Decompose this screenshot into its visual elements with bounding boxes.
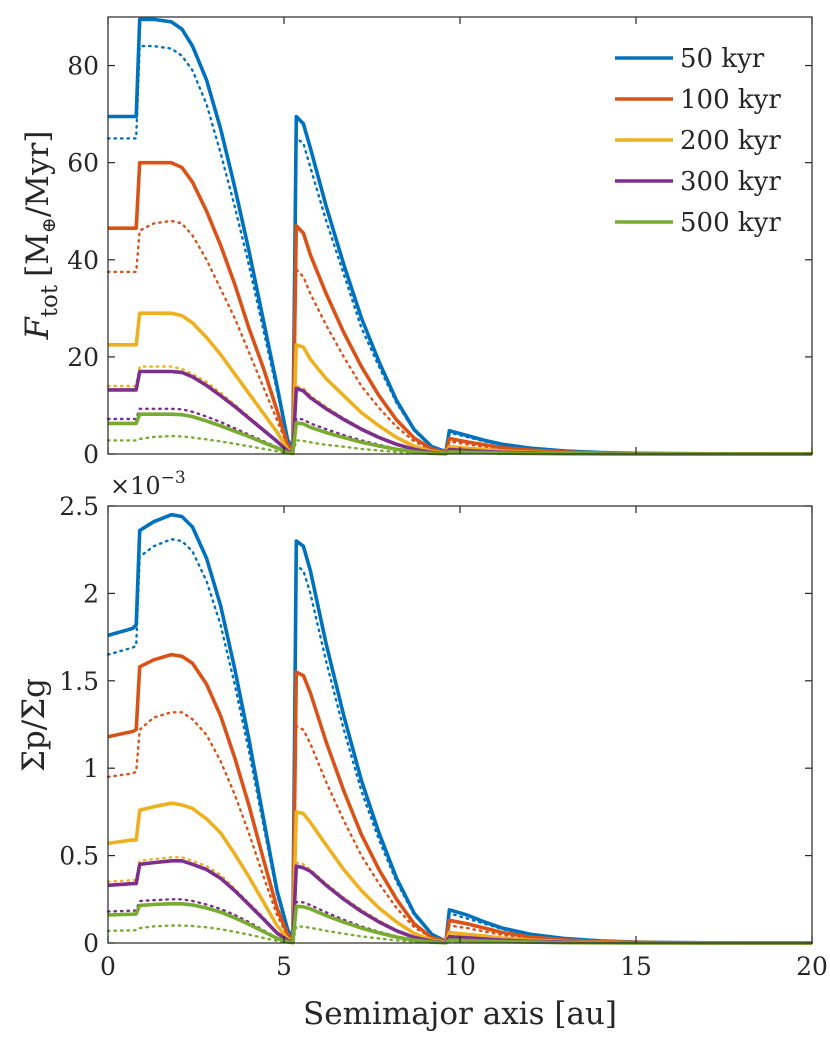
bottom-x-tick-label: 20: [796, 952, 828, 981]
bottom-line-300-kyr: [107, 859, 812, 945]
bottom-y-tick-label: 0: [83, 929, 99, 958]
bottom-series-lines: [106, 512, 814, 945]
top-y-tick-label: 20: [67, 343, 99, 372]
bottom-line-50-kyr-dotted-: [106, 538, 814, 945]
bottom-x-tick-label: 5: [276, 952, 292, 981]
bottom-line-100-kyr: [107, 652, 812, 945]
legend: 50 kyr 100 kyr 200 kyr 300 kyr 500 kyr: [605, 35, 800, 245]
top-y-tick-label: 40: [67, 246, 99, 275]
bottom-y-tick-label: 0.5: [59, 842, 99, 871]
bottom-panel: 0 0.5 1 1.5 2 2.5 0 5 10 15 20 ×10−3 Σp/Σg Semima…: [16, 468, 828, 1032]
legend-label: 50 kyr: [680, 44, 765, 74]
top-y-tick-label: 0: [83, 440, 99, 469]
bottom-line-500-kyr-dotted-: [106, 924, 814, 945]
bottom-x-tick-label: 15: [620, 952, 652, 981]
top-line-100-kyr-dotted-: [106, 219, 814, 456]
bottom-x-tick-label: 10: [444, 952, 476, 981]
bottom-y-axis-label: Σp/Σg: [16, 678, 52, 772]
top-y-ticks: 0 20 40 60 80: [67, 52, 812, 469]
bottom-y-ticks: 0 0.5 1 1.5 2 2.5: [59, 492, 812, 958]
bottom-line-300-kyr-dotted-: [106, 898, 814, 945]
bottom-y-tick-label: 1: [83, 754, 99, 783]
legend-label: 200 kyr: [680, 126, 781, 156]
x-axis-label: Semimajor axis [au]: [303, 996, 617, 1032]
legend-label: 300 kyr: [680, 167, 781, 197]
top-panel: 0 20 40 60 80 Ftot[M⊕/Myr] 50 kyr 100 kyr 200 …: [18, 16, 814, 469]
bottom-line-50-kyr: [107, 512, 812, 945]
bottom-x-ticks: 0 5 10 15 20: [100, 506, 828, 981]
top-y-axis-label: Ftot[M⊕/Myr]: [18, 131, 63, 341]
top-y-tick-label: 80: [67, 52, 99, 81]
bottom-x-tick-label: 0: [100, 952, 116, 981]
bottom-y-tick-label: 1.5: [59, 667, 99, 696]
top-y-tick-label: 60: [67, 149, 99, 178]
legend-label: 100 kyr: [680, 85, 781, 115]
top-x-ticks: [107, 17, 813, 454]
bottom-y-tick-label: 2: [83, 579, 99, 608]
bottom-line-200-kyr-dotted-: [106, 856, 814, 945]
bottom-plot-frame: [107, 505, 813, 944]
exponent-label: ×10−3: [110, 468, 186, 500]
legend-label: 500 kyr: [680, 208, 781, 238]
bottom-y-tick-label: 2.5: [59, 492, 99, 521]
